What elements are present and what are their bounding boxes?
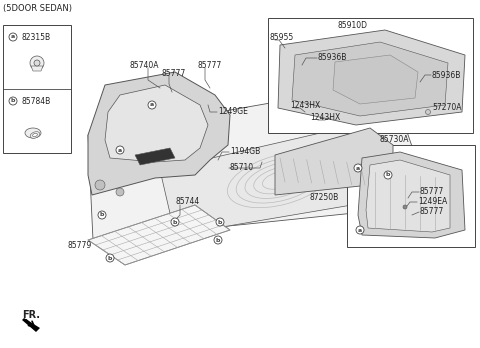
Circle shape [34,60,40,66]
Polygon shape [333,55,418,104]
Text: 85710: 85710 [230,164,254,173]
Text: 1249GE: 1249GE [218,108,248,117]
Circle shape [148,101,156,109]
Text: b: b [218,220,222,224]
Circle shape [9,97,17,105]
Text: b: b [100,213,104,218]
Text: 57270A: 57270A [432,103,461,112]
Text: 85936B: 85936B [318,54,348,63]
Text: 85910D: 85910D [338,21,368,30]
Polygon shape [160,122,393,235]
Circle shape [384,171,392,179]
Text: 85777: 85777 [198,61,222,70]
Text: FR.: FR. [22,310,40,320]
Polygon shape [135,148,175,165]
Ellipse shape [25,128,41,138]
Text: b: b [108,255,112,261]
Text: b: b [173,220,177,224]
Circle shape [116,188,124,196]
Ellipse shape [30,132,40,138]
Text: 1243HX: 1243HX [290,101,320,110]
Text: 85744: 85744 [175,198,199,206]
Text: 1243HX: 1243HX [310,112,340,121]
Text: 85784B: 85784B [21,96,50,105]
Text: a: a [150,103,154,108]
Bar [347,145,475,247]
Text: 85777: 85777 [420,207,444,216]
Bar [268,18,473,133]
Polygon shape [275,128,393,195]
Text: b: b [386,173,390,177]
Text: a: a [356,166,360,171]
Text: 85779: 85779 [68,240,92,250]
Polygon shape [366,160,450,232]
Circle shape [116,146,124,154]
Circle shape [171,218,179,226]
Circle shape [30,56,44,70]
Circle shape [356,226,364,234]
Circle shape [403,205,407,209]
Text: 1249EA: 1249EA [418,198,447,206]
Text: a: a [358,228,362,232]
Polygon shape [88,205,230,265]
Ellipse shape [33,133,37,137]
Circle shape [95,180,105,190]
Bar [3,25,71,153]
Circle shape [9,33,17,41]
Polygon shape [88,72,230,195]
Circle shape [354,164,362,172]
Circle shape [98,211,106,219]
Text: 85777: 85777 [420,188,444,197]
Circle shape [106,254,114,262]
Circle shape [425,110,431,114]
Text: a: a [11,34,15,40]
Text: 1194GB: 1194GB [230,148,260,157]
Polygon shape [31,66,43,71]
Circle shape [216,218,224,226]
Text: b: b [11,98,15,103]
Text: a: a [118,148,122,152]
Polygon shape [22,318,40,332]
Polygon shape [292,42,448,116]
Text: (5DOOR SEDAN): (5DOOR SEDAN) [3,3,72,13]
Text: 85740A: 85740A [130,61,159,70]
Polygon shape [278,30,465,125]
Circle shape [214,236,222,244]
Text: 85955: 85955 [270,33,294,42]
Text: 85777: 85777 [162,69,186,78]
Text: 82315B: 82315B [21,32,50,41]
Polygon shape [88,82,432,240]
Polygon shape [358,152,465,238]
Text: b: b [216,237,220,243]
Text: 85936B: 85936B [432,71,461,79]
Polygon shape [105,85,208,162]
Text: 87250B: 87250B [310,192,339,201]
Text: 85730A: 85730A [380,135,409,144]
